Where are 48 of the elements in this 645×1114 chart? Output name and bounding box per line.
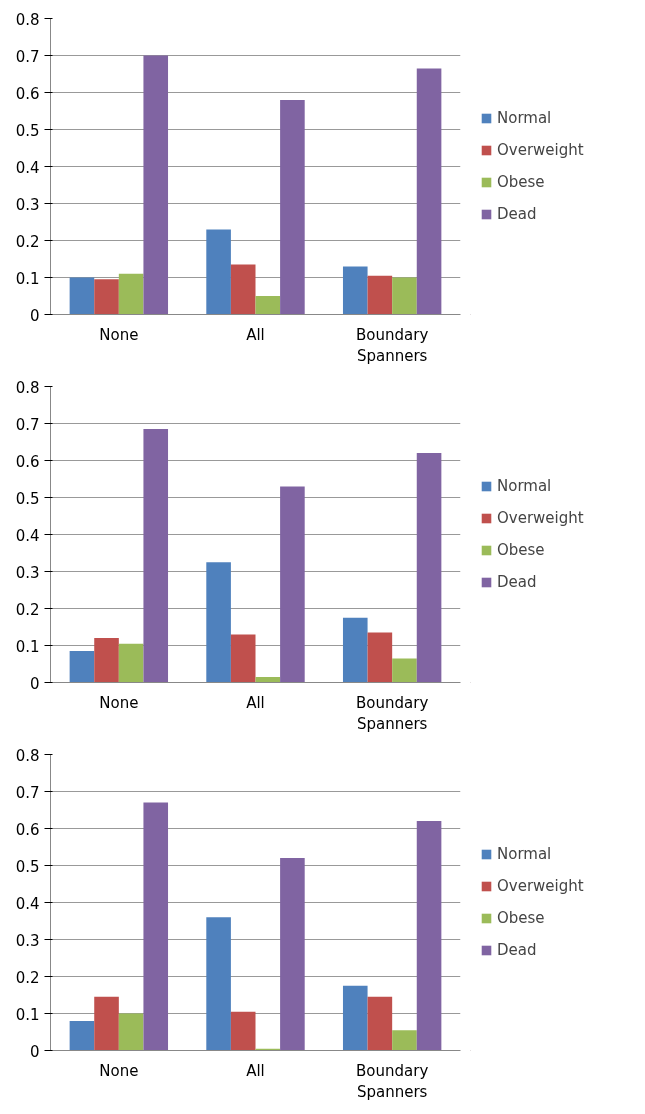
y-tick-label: 0.8 xyxy=(15,746,40,765)
x-tick-label: None xyxy=(99,693,139,712)
legend-label: Normal xyxy=(497,845,552,863)
x-tick-label: All xyxy=(246,693,265,712)
legend-label: Dead xyxy=(497,941,537,959)
y-tick-label: 0.6 xyxy=(15,452,40,471)
legend-label: Dead xyxy=(497,205,537,223)
y-tick-label: 0.8 xyxy=(15,378,40,397)
y-tick-label: 0.1 xyxy=(15,637,40,656)
legend-label: Obese xyxy=(497,173,545,191)
y-tick-label: 0.1 xyxy=(15,1005,40,1024)
y-tick-label: 0.5 xyxy=(15,121,40,140)
legend-label: Normal xyxy=(497,109,552,127)
x-tick-label: All xyxy=(246,325,265,344)
y-tick-label: 0.5 xyxy=(15,857,40,876)
y-tick-label: 0 xyxy=(29,674,40,693)
x-tick-label: Boundary Spanners xyxy=(356,325,429,366)
y-tick-label: 0 xyxy=(29,306,40,325)
legend-label: Dead xyxy=(497,573,537,591)
y-tick-label: 0.7 xyxy=(15,783,40,802)
x-tick-label: All xyxy=(246,1061,265,1080)
x-tick-label: Boundary Spanners xyxy=(356,693,429,734)
legend-label: Obese xyxy=(497,909,545,927)
y-tick-label: 0.7 xyxy=(15,47,40,66)
x-tick-label: None xyxy=(99,1061,139,1080)
legend-label: Overweight xyxy=(497,877,584,895)
y-tick-label: 0.5 xyxy=(15,489,40,508)
y-tick-label: 0.7 xyxy=(15,415,40,434)
y-tick-label: 0.3 xyxy=(15,931,40,950)
y-tick-label: 0.6 xyxy=(15,820,40,839)
legend-label: Normal xyxy=(497,477,552,495)
y-tick-label: 0.8 xyxy=(15,10,40,29)
legend-label: Obese xyxy=(497,541,545,559)
y-tick-label: 0.2 xyxy=(15,232,40,251)
x-tick-label: Boundary Spanners xyxy=(356,1061,429,1102)
y-tick-label: 0.4 xyxy=(15,158,40,177)
y-tick-label: 0.2 xyxy=(15,968,40,987)
y-tick-label: 0.2 xyxy=(15,600,40,619)
legend-label: Overweight xyxy=(497,509,584,527)
y-tick-label: 0.1 xyxy=(15,269,40,288)
y-tick-label: 0.4 xyxy=(15,894,40,913)
x-tick-label: None xyxy=(99,325,139,344)
legend-label: Overweight xyxy=(497,141,584,159)
y-tick-label: 0 xyxy=(29,1042,40,1061)
y-tick-label: 0.3 xyxy=(15,195,40,214)
y-tick-label: 0.4 xyxy=(15,526,40,545)
y-tick-label: 0.6 xyxy=(15,84,40,103)
y-tick-label: 0.3 xyxy=(15,563,40,582)
